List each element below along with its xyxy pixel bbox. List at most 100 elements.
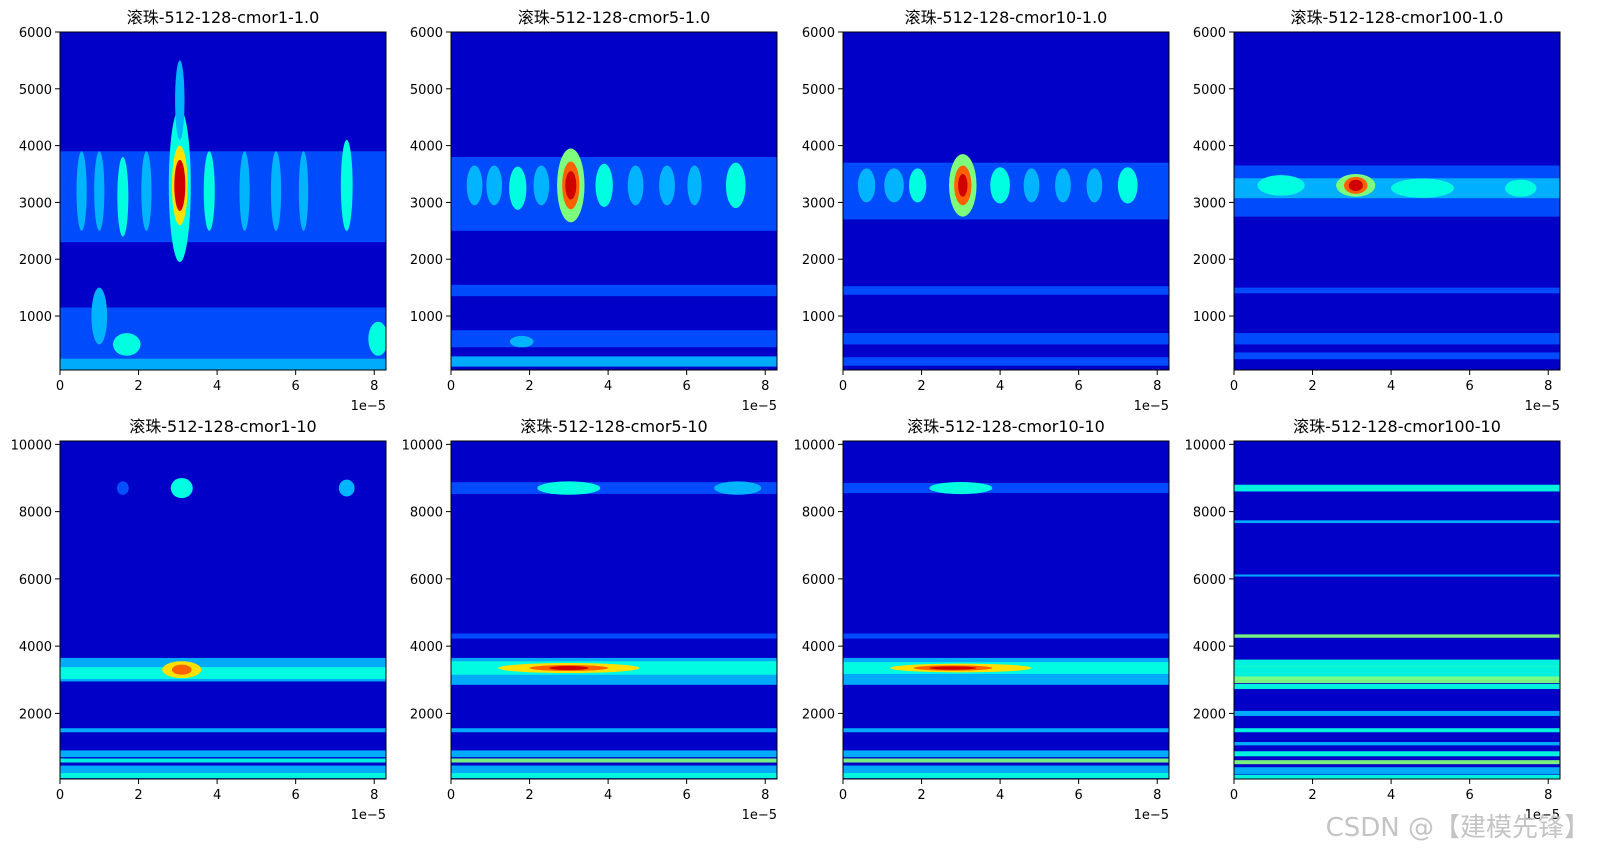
heatmap-blob xyxy=(714,481,762,495)
heatmap-blob xyxy=(908,168,927,203)
y-tick-label: 10000 xyxy=(794,438,835,453)
heatmap-band xyxy=(60,773,386,779)
heatmap-band xyxy=(451,773,777,779)
subplot-title: 滚珠-512-128-cmor5-1.0 xyxy=(518,8,711,27)
heatmap-band xyxy=(843,765,1169,776)
subplot-title: 滚珠-512-128-cmor100-10 xyxy=(1293,417,1501,436)
axes-frame xyxy=(450,440,778,780)
y-tick-label: 3000 xyxy=(410,196,443,211)
y-tick-label: 4000 xyxy=(19,640,52,655)
heatmap-blob xyxy=(340,139,353,231)
y-tick-label: 1000 xyxy=(1193,310,1226,325)
heatmap-band xyxy=(1234,287,1560,294)
x-tick-label: 2 xyxy=(134,379,142,394)
y-tick-label: 4000 xyxy=(1193,640,1226,655)
axes-frame xyxy=(1233,440,1561,780)
heatmap-blob xyxy=(116,481,129,495)
x-tick-label: 6 xyxy=(1075,788,1083,803)
heatmap-blob xyxy=(958,174,968,197)
heatmap-band xyxy=(451,284,777,297)
x-tick-label: 2 xyxy=(1308,788,1316,803)
y-tick-label: 6000 xyxy=(19,573,52,588)
heatmap-blob xyxy=(533,165,550,206)
heatmap-blob xyxy=(929,666,977,670)
heatmap-blob xyxy=(298,151,309,231)
subplot-title: 滚珠-512-128-cmor1-1.0 xyxy=(127,8,320,27)
x-tick-label: 0 xyxy=(56,379,64,394)
heatmap-blob xyxy=(94,151,105,231)
heatmap-band xyxy=(60,358,386,370)
subplot-title: 滚珠-512-128-cmor100-1.0 xyxy=(1291,8,1504,27)
subplot-title: 滚珠-512-128-cmor1-10 xyxy=(129,417,316,436)
x-offset-label: 1e−5 xyxy=(1134,399,1169,414)
heatmap-band xyxy=(451,633,777,639)
x-tick-label: 2 xyxy=(917,788,925,803)
x-tick-label: 4 xyxy=(604,379,612,394)
heatmap-blob xyxy=(338,479,355,497)
y-tick-label: 5000 xyxy=(802,83,835,98)
y-tick-label: 1000 xyxy=(802,310,835,325)
axes-frame xyxy=(842,31,1170,371)
x-tick-label: 0 xyxy=(839,788,847,803)
y-tick-label: 2000 xyxy=(19,253,52,268)
heatmap-band xyxy=(843,357,1169,366)
heatmap-band xyxy=(843,286,1169,295)
heatmap-band xyxy=(60,728,386,733)
heatmap-blob xyxy=(857,168,876,203)
heatmap-blob xyxy=(929,482,993,495)
x-tick-label: 0 xyxy=(447,788,455,803)
x-tick-label: 2 xyxy=(134,788,142,803)
axes-frame xyxy=(59,440,387,780)
heatmap-blob xyxy=(486,165,503,206)
y-tick-label: 8000 xyxy=(410,506,443,521)
heatmap-blob xyxy=(113,333,141,356)
x-tick-label: 0 xyxy=(1230,788,1238,803)
y-tick-label: 1000 xyxy=(410,310,443,325)
y-tick-label: 6000 xyxy=(802,573,835,588)
x-offset-label: 1e−5 xyxy=(1525,399,1560,414)
x-offset-label: 1e−5 xyxy=(351,808,386,823)
heatmap-blob xyxy=(203,151,215,231)
heatmap-band xyxy=(60,151,386,243)
subplot-title: 滚珠-512-128-cmor5-10 xyxy=(520,417,707,436)
heatmap-band xyxy=(60,758,386,763)
heatmap-blob xyxy=(174,159,186,211)
x-tick-label: 6 xyxy=(683,379,691,394)
heatmap-area xyxy=(1234,441,1560,779)
heatmap-band xyxy=(1234,728,1560,733)
heatmap-band xyxy=(1234,484,1560,492)
subplot-7: 滚珠-512-128-cmor10-10 0 2 4 6 8 1e−5 2000 4000 600… xyxy=(794,417,1170,823)
heatmap-background xyxy=(843,441,1169,779)
heatmap-band xyxy=(60,667,386,679)
y-tick-label: 5000 xyxy=(410,83,443,98)
heatmap-band xyxy=(451,765,777,776)
subplot-8: 滚珠-512-128-cmor100-10 0 2 4 6 8 1e−5 2000 4000 60… xyxy=(1185,417,1561,823)
heatmap-band xyxy=(1234,333,1560,345)
x-tick-label: 8 xyxy=(1153,788,1161,803)
heatmap-blob xyxy=(1117,167,1138,204)
y-tick-label: 2000 xyxy=(802,707,835,722)
subplot-title: 滚珠-512-128-cmor10-1.0 xyxy=(905,8,1108,27)
heatmap-blob xyxy=(1257,175,1305,196)
heatmap-area xyxy=(843,441,1169,779)
y-tick-label: 4000 xyxy=(410,640,443,655)
heatmap-band xyxy=(1234,710,1560,716)
heatmap-blob xyxy=(565,171,577,200)
x-tick-label: 0 xyxy=(839,379,847,394)
axes-frame xyxy=(842,440,1170,780)
heatmap-blob xyxy=(659,165,675,206)
x-offset-label: 1e−5 xyxy=(1134,808,1169,823)
y-tick-label: 4000 xyxy=(410,140,443,155)
heatmap-band xyxy=(843,483,1169,494)
heatmap-band xyxy=(60,765,386,776)
x-tick-label: 4 xyxy=(1387,788,1395,803)
heatmap-blob xyxy=(239,151,250,231)
x-tick-label: 2 xyxy=(525,379,533,394)
axes-frame xyxy=(59,31,387,371)
subplot-1: 滚珠-512-128-cmor1-1.0 0 2 4 6 8 1e−5 1000 2000 300… xyxy=(19,8,387,414)
x-tick-label: 2 xyxy=(1308,379,1316,394)
heatmap-band xyxy=(451,482,777,494)
heatmap-band xyxy=(451,156,777,231)
subplot-3: 滚珠-512-128-cmor10-1.0 0 2 4 6 8 1e−5 1000 2000 30… xyxy=(802,8,1170,414)
heatmap-band xyxy=(60,307,386,359)
